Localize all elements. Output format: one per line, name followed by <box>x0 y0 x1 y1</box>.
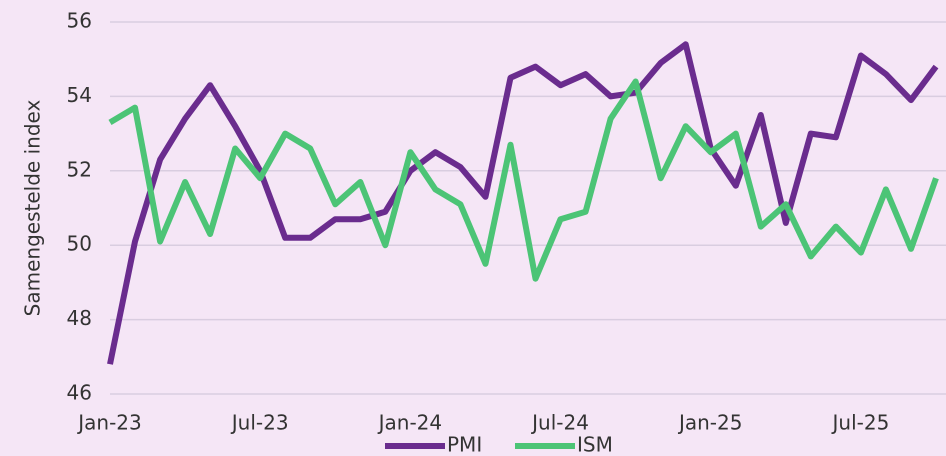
y-tick-label: 56 <box>67 9 92 33</box>
line-ism <box>108 78 939 282</box>
x-tick-label: Jan-25 <box>677 411 743 435</box>
legend-label: ISM <box>577 433 613 456</box>
y-tick-label: 46 <box>67 381 92 405</box>
line-pmi <box>107 41 939 365</box>
y-tick-label: 48 <box>67 306 92 330</box>
y-tick-label: 50 <box>67 232 92 256</box>
y-axis-label: Samengestelde index <box>21 100 45 317</box>
x-tick-label: Jul-25 <box>831 411 890 435</box>
y-tick-label: 52 <box>67 157 92 181</box>
legend-label: PMI <box>447 433 482 456</box>
x-tick-label: Jan-24 <box>377 411 443 435</box>
y-tick-label: 54 <box>67 83 92 107</box>
x-tick-label: Jul-24 <box>530 411 589 435</box>
x-tick-label: Jan-23 <box>76 411 142 435</box>
x-tick-label: Jul-23 <box>230 411 289 435</box>
